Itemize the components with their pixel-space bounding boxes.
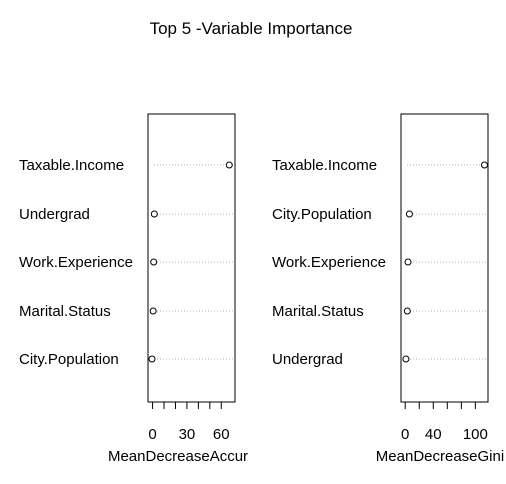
category-label: Taxable.Income [272, 157, 377, 174]
chart-title: Top 5 -Variable Importance [150, 19, 353, 38]
data-point-accuracy [149, 307, 157, 315]
x-tick-label: 30 [179, 426, 196, 443]
data-point-accuracy [150, 210, 158, 218]
panel-gini-xlabel: MeanDecreaseGini [376, 448, 504, 465]
x-tick-label: 100 [463, 426, 488, 443]
category-label: Work.Experience [272, 254, 386, 271]
panel-accuracy: Taxable.Income Undergrad Work.Experience Ma… [19, 113, 236, 443]
x-tick-label: 40 [425, 426, 442, 443]
panel-accuracy-frame [147, 113, 236, 403]
category-label: Work.Experience [19, 254, 133, 271]
data-point-gini [402, 355, 410, 363]
data-point-accuracy [225, 161, 233, 169]
panel-accuracy-xlabel: MeanDecreaseAccur [108, 448, 248, 465]
category-label: Taxable.Income [19, 157, 124, 174]
panel-gini-frame [400, 113, 489, 403]
data-point-gini [403, 307, 411, 315]
category-label: Marital.Status [19, 303, 111, 320]
category-label: City.Population [272, 206, 372, 223]
data-point-accuracy [150, 258, 158, 266]
data-point-gini [480, 161, 488, 169]
x-tick-label: 0 [401, 426, 409, 443]
data-point-gini [405, 210, 413, 218]
category-label: City.Population [19, 351, 119, 368]
data-point-gini [404, 258, 412, 266]
x-tick-label: 0 [148, 426, 156, 443]
panel-gini: Taxable.Income City.Population Work.Experi… [272, 113, 489, 443]
x-tick-label: 60 [213, 426, 230, 443]
category-label: Marital.Status [272, 303, 364, 320]
category-label: Undergrad [19, 206, 90, 223]
category-label: Undergrad [272, 351, 343, 368]
data-point-accuracy [148, 355, 156, 363]
